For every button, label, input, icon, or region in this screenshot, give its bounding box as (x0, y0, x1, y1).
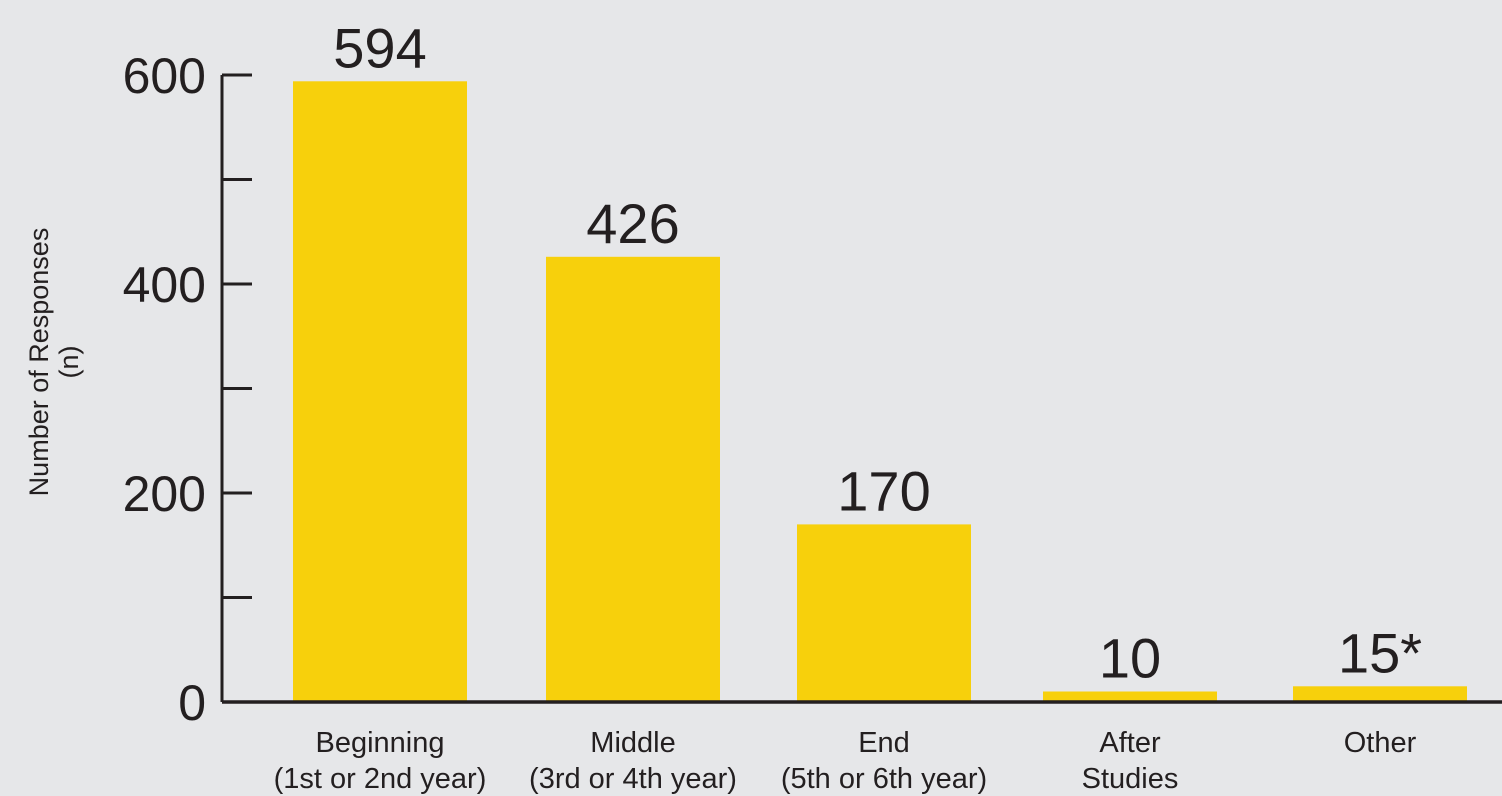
bar-4 (1293, 686, 1467, 702)
bar-0 (293, 81, 467, 703)
data-label-0: 594 (333, 16, 426, 79)
data-label-1: 426 (586, 192, 679, 255)
y-tick-label-0: 0 (178, 675, 206, 731)
category-label-2-1: (5th or 6th year) (781, 763, 987, 795)
y-tick-label-200: 200 (123, 466, 206, 522)
bar-3 (1043, 691, 1217, 702)
y-axis-title-0: Number of Responses (24, 228, 54, 497)
y-tick-label-400: 400 (123, 257, 206, 313)
category-label-4-0: Other (1344, 727, 1417, 759)
data-label-4: 15* (1338, 621, 1422, 684)
category-label-3-0: After (1099, 727, 1161, 759)
category-label-0-0: Beginning (316, 727, 445, 759)
category-label-0-1: (1st or 2nd year) (274, 763, 487, 795)
bar-2 (797, 524, 971, 702)
bar-1 (546, 256, 720, 702)
y-axis-title-1: (n) (54, 346, 84, 379)
category-label-1-0: Middle (590, 727, 675, 759)
y-tick-label-600: 600 (123, 48, 206, 104)
category-label-1-1: (3rd or 4th year) (529, 763, 737, 795)
data-label-3: 10 (1099, 627, 1161, 690)
data-label-2: 170 (837, 459, 930, 522)
category-label-3-1: Studies (1082, 763, 1179, 795)
category-label-2-0: End (858, 727, 910, 759)
